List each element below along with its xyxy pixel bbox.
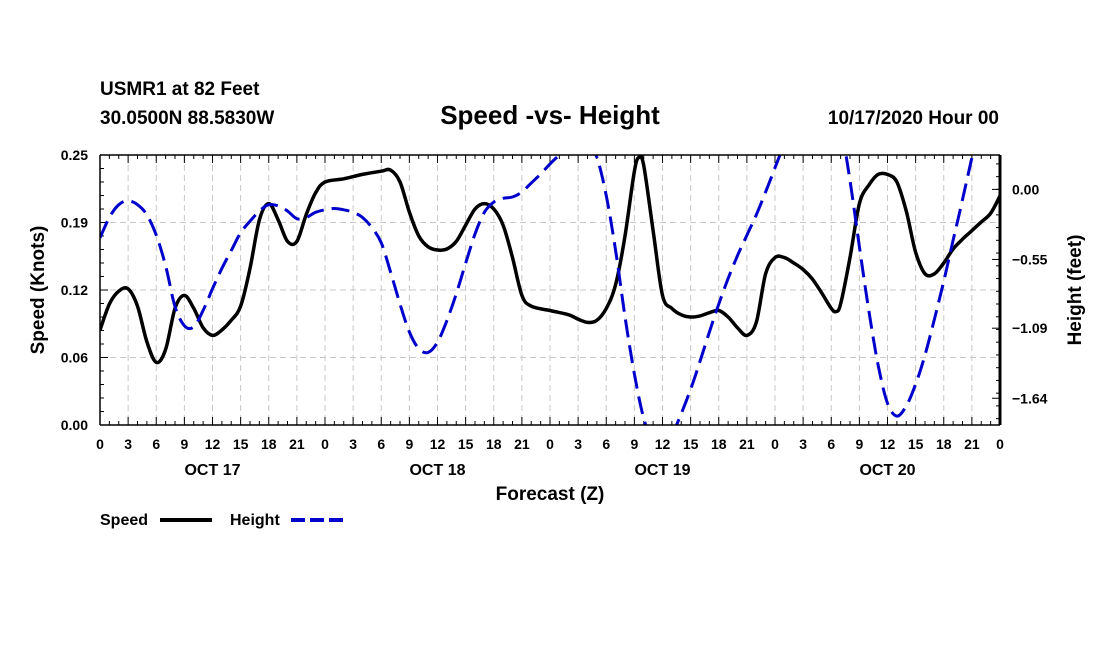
chart-title: Speed -vs- Height [440,100,660,130]
x-tick-label: 0 [546,436,554,452]
legend: Speed Height [100,512,343,529]
date-label: OCT 19 [634,462,690,479]
date-label: OCT 17 [184,462,240,479]
x-tick-label: 3 [349,436,357,452]
x-tick-label: 12 [655,436,671,452]
x-tick-label: 15 [683,436,699,452]
x-tick-label: 6 [827,436,835,452]
x-tick-label: 9 [405,436,413,452]
x-tick-label: 0 [996,436,1004,452]
right-tick-label: 0.00 [1012,181,1039,197]
plot-frame [99,154,1002,426]
x-tick-label: 12 [205,436,221,452]
left-tick-label: 0.06 [61,350,88,366]
station-label: USMR1 at 82 Feet [100,79,260,100]
x-tick-label: 3 [799,436,807,452]
x-tick-label: 18 [711,436,727,452]
left-tick-label: 0.12 [61,282,88,298]
x-tick-label: 3 [124,436,132,452]
date-label: OCT 18 [409,462,465,479]
coordinates-label: 30.0500N 88.5830W [100,108,274,129]
x-tick-label: 18 [936,436,952,452]
left-tick-label: 0.25 [61,147,88,163]
x-tick-label: 15 [908,436,924,452]
x-tick-label: 15 [458,436,474,452]
right-tick-label: −0.55 [1012,251,1048,267]
left-axis-label: Speed (Knots) [28,226,49,355]
x-tick-label: 9 [630,436,638,452]
x-tick-label: 0 [771,436,779,452]
x-tick-label: 18 [261,436,277,452]
x-tick-label: 21 [289,436,305,452]
x-tick-label: 9 [180,436,188,452]
run-time-label: 10/17/2020 Hour 00 [828,108,999,129]
x-tick-label: 12 [430,436,446,452]
right-tick-label: −1.64 [1012,390,1048,406]
left-tick-label: 0.00 [61,417,88,433]
speed-series-line [100,155,1000,365]
x-tick-label: 21 [514,436,530,452]
right-tick-label: −1.09 [1012,320,1048,336]
x-tick-label: 6 [602,436,610,452]
x-tick-label: 0 [321,436,329,452]
x-tick-label: 9 [855,436,863,452]
x-tick-label: 12 [880,436,896,452]
left-tick-label: 0.19 [61,215,88,231]
legend-speed-label: Speed [100,512,148,529]
x-axis-label: Forecast (Z) [496,484,605,505]
x-tick-label: 0 [96,436,104,452]
x-tick-label: 6 [152,436,160,452]
grid-lines [100,155,1000,425]
series-group [100,155,1000,425]
x-tick-label: 18 [486,436,502,452]
legend-height-label: Height [230,512,280,529]
x-tick-label: 21 [964,436,980,452]
x-tick-label: 21 [739,436,755,452]
right-axis-label: Height (feet) [1065,235,1086,346]
x-tick-label: 6 [377,436,385,452]
x-tick-label: 3 [574,436,582,452]
tick-labels: 0 3 6 9 12 15 18 21 0 3 6 9 12 15 18 21 0 3 6 9 12 15 18 21 0 3 6 9… [61,147,1048,479]
x-tick-label: 15 [233,436,249,452]
date-label: OCT 20 [859,462,915,479]
height-series-line [100,155,974,425]
